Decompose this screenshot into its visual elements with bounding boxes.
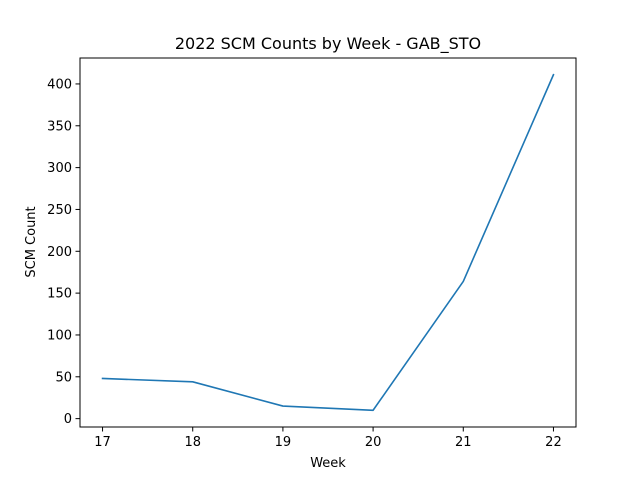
- y-tick-label: 350: [47, 119, 72, 134]
- y-tick-label: 400: [47, 77, 72, 92]
- chart-title: 2022 SCM Counts by Week - GAB_STO: [175, 34, 481, 54]
- y-tick-label: 300: [47, 161, 72, 176]
- y-tick-label: 200: [47, 245, 72, 260]
- y-tick-label: 0: [64, 412, 72, 427]
- series-line-0: [101, 73, 555, 412]
- y-tick-label: 250: [47, 203, 72, 218]
- x-tick-label: 18: [184, 435, 201, 450]
- x-tick-label: 20: [365, 435, 382, 450]
- y-tick-label: 150: [47, 287, 72, 302]
- plot-area: 17 18 19 20 21 22 0 50 100 150 200 250 300 350 400: [47, 57, 577, 450]
- x-axis-title: Week: [310, 456, 346, 471]
- x-tick-label: 19: [275, 435, 292, 450]
- y-tick-label: 100: [47, 328, 72, 343]
- y-tick-label: 50: [55, 370, 72, 385]
- y-axis-title: SCM Count: [24, 206, 39, 277]
- x-tick-label: 21: [455, 435, 472, 450]
- x-tick-label: 22: [545, 435, 562, 450]
- axes-frame: [79, 57, 577, 428]
- x-tick-label: 17: [94, 435, 111, 450]
